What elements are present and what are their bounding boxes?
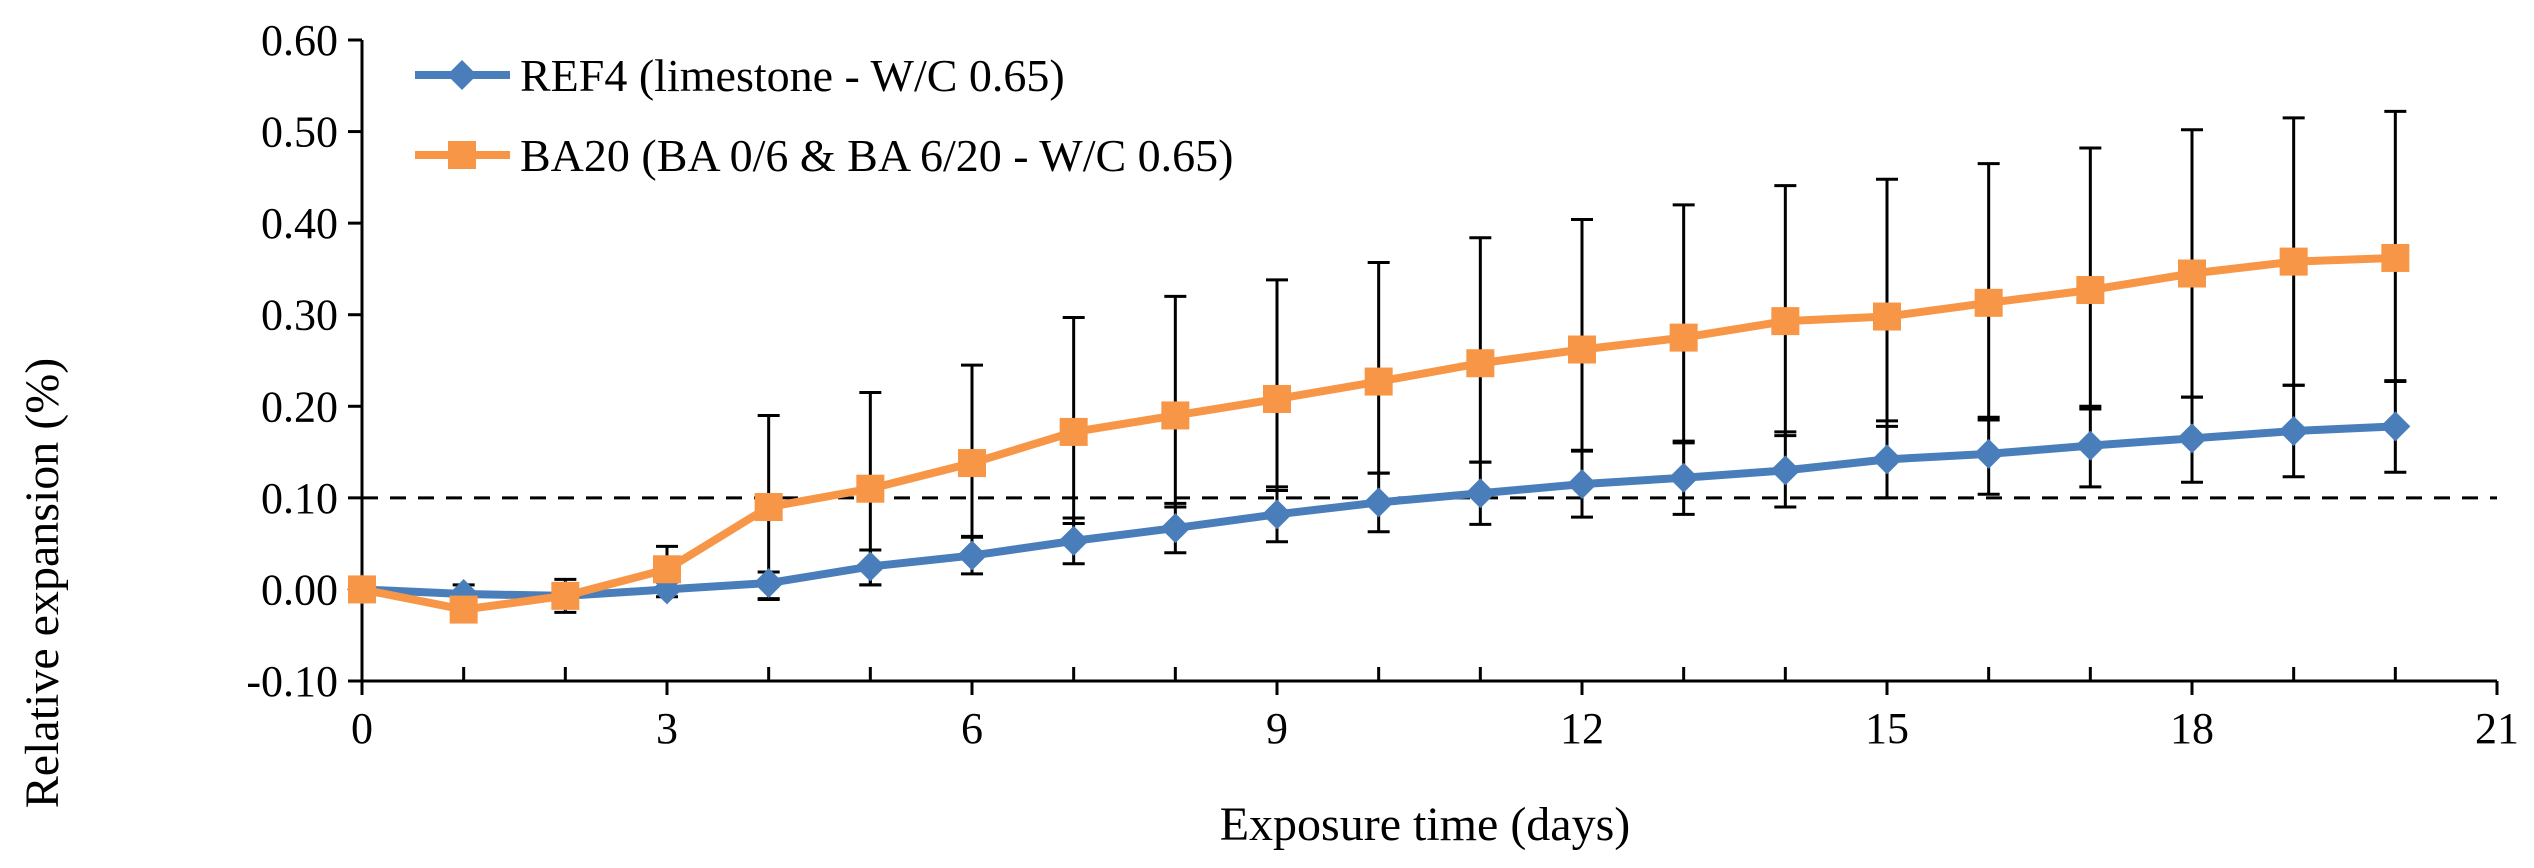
data-point (2381, 243, 2410, 272)
data-point (2380, 411, 2411, 442)
y-axis-title: Relative expansion (%) (16, 358, 69, 809)
x-tick-label: 9 (1266, 704, 1288, 753)
data-point (1466, 349, 1495, 378)
data-point (753, 568, 784, 599)
x-tick-label: 0 (351, 704, 373, 753)
y-tick-label: 0.20 (261, 382, 338, 431)
legend: REF4 (limestone - W/C 0.65) BA20 (BA 0/6 … (415, 50, 1233, 181)
legend-marker (447, 60, 477, 90)
data-point (855, 551, 886, 582)
data-point (1262, 499, 1292, 530)
data-point (1668, 462, 1699, 493)
data-point (1567, 469, 1597, 500)
data-point (1873, 302, 1901, 331)
data-point (754, 493, 783, 522)
y-tick-label: 0.00 (261, 565, 338, 614)
data-point (1974, 288, 2003, 317)
data-point (1465, 478, 1496, 509)
x-axis-title: Exposure time (days) (1220, 798, 1631, 851)
data-point (551, 581, 580, 610)
data-point (2076, 275, 2105, 304)
data-point (348, 575, 376, 604)
x-tick-label: 6 (961, 704, 983, 753)
error-bars-group (452, 109, 2407, 614)
data-point (1771, 307, 1800, 336)
data-point (2075, 430, 2106, 461)
data-point (2278, 416, 2309, 447)
y-tick-label: 0.60 (261, 16, 338, 65)
data-point (2279, 247, 2308, 276)
y-tick-label: 0.40 (261, 199, 338, 248)
legend-label: BA20 (BA 0/6 & BA 6/20 - W/C 0.65) (520, 130, 1233, 181)
y-tick-label: 0.10 (261, 474, 338, 523)
data-point (1263, 384, 1291, 413)
data-point (1364, 367, 1393, 396)
series-group (347, 243, 2411, 624)
chart-axes: -0.10 0.00 0.10 0.20 0.30 0.40 0.50 0.60 0 3 6 9 12 1… (246, 16, 2519, 753)
data-point (1160, 513, 1191, 544)
data-point (1059, 417, 1088, 446)
legend-marker (448, 141, 476, 169)
y-tick-label: 0.30 (261, 291, 338, 340)
legend-label: REF4 (limestone - W/C 0.65) (520, 50, 1065, 101)
y-tick-label: -0.10 (246, 657, 338, 706)
data-point (1973, 438, 2004, 469)
data-point (1770, 455, 1801, 486)
data-point (1568, 335, 1596, 364)
data-point (653, 555, 681, 584)
data-point (1872, 444, 1902, 475)
x-tick-label: 18 (2170, 704, 2214, 753)
x-tick-label: 3 (656, 704, 678, 753)
x-tick-label: 15 (1865, 704, 1909, 753)
data-point (2178, 259, 2206, 288)
x-tick-label: 12 (1560, 704, 1604, 753)
data-point (2177, 423, 2207, 454)
data-point (1363, 487, 1394, 518)
data-point (1058, 525, 1089, 556)
x-tick-label: 21 (2475, 704, 2519, 753)
data-point (1669, 323, 1698, 352)
y-tick-label: 0.50 (261, 108, 338, 157)
data-point (856, 474, 885, 503)
data-point (1161, 401, 1190, 430)
data-point (957, 540, 987, 571)
data-point (958, 449, 986, 478)
data-point (449, 595, 478, 624)
